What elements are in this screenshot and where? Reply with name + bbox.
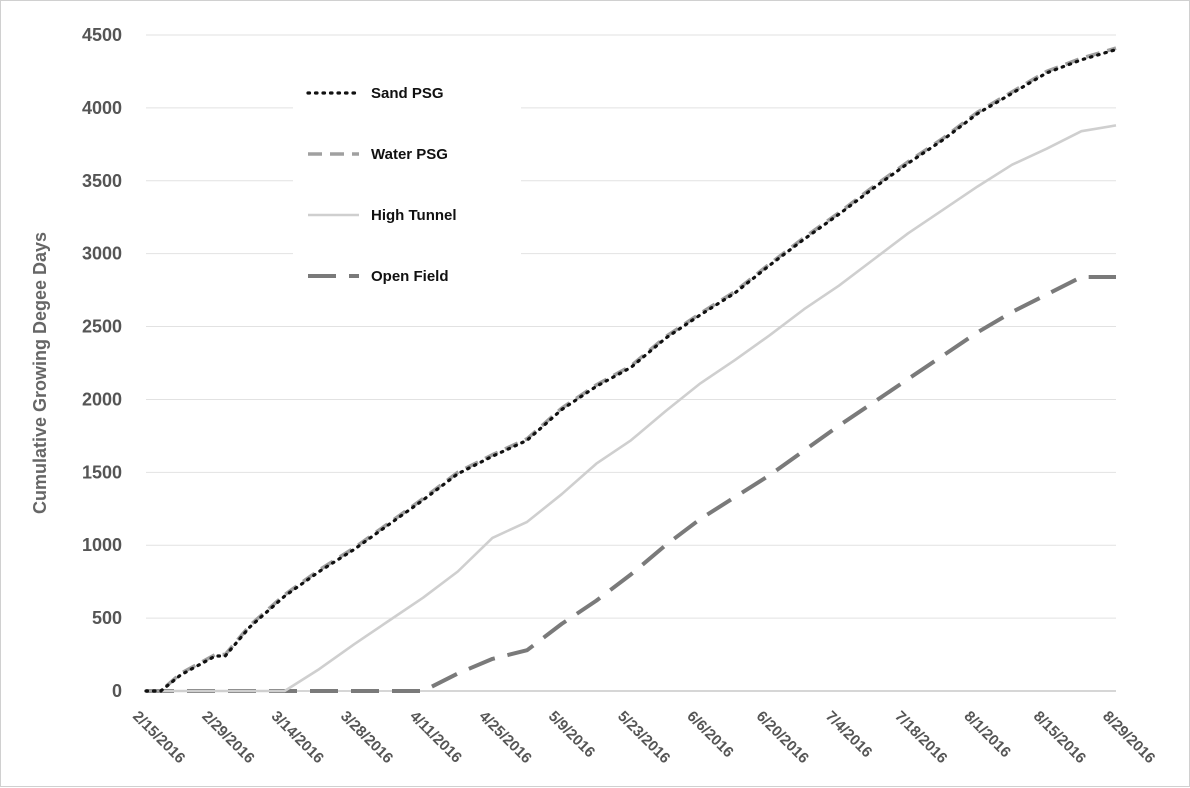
x-tick-label: 4/11/2016 bbox=[406, 708, 465, 767]
x-tick-label: 8/29/2016 bbox=[1099, 708, 1158, 767]
y-tick-label: 3000 bbox=[82, 244, 122, 264]
x-tick-label: 2/15/2016 bbox=[129, 708, 188, 767]
legend-background bbox=[293, 63, 521, 303]
x-tick-label: 6/6/2016 bbox=[683, 708, 736, 761]
legend-label: Sand PSG bbox=[371, 85, 444, 102]
x-tick-label: 2/29/2016 bbox=[198, 708, 257, 767]
x-tick-label: 6/20/2016 bbox=[753, 708, 812, 767]
series-line-sand-psg bbox=[144, 47, 1118, 693]
series-line-high-tunnel bbox=[146, 124, 1117, 693]
y-tick-label: 1000 bbox=[82, 535, 122, 555]
legend-label: Open Field bbox=[371, 268, 449, 285]
x-tick-label: 7/18/2016 bbox=[891, 708, 950, 767]
y-tick-labels: 0 500 1000 1500 2000 2500 3000 3500 4000 4500 bbox=[82, 25, 122, 701]
y-tick-label: 500 bbox=[92, 608, 122, 628]
x-tick-label: 3/14/2016 bbox=[268, 708, 327, 767]
y-tick-label: 4500 bbox=[82, 25, 122, 45]
y-tick-label: 2000 bbox=[82, 389, 122, 409]
y-tick-label: 2500 bbox=[82, 317, 122, 337]
x-tick-label: 7/4/2016 bbox=[822, 708, 875, 761]
series-line-water-psg bbox=[146, 46, 1117, 693]
series-lines bbox=[144, 46, 1118, 693]
y-tick-label: 1500 bbox=[82, 462, 122, 482]
x-tick-label: 4/25/2016 bbox=[476, 708, 535, 767]
x-tick-label: 3/28/2016 bbox=[337, 708, 396, 767]
legend-label: High Tunnel bbox=[371, 207, 457, 224]
x-tick-label: 8/1/2016 bbox=[961, 708, 1014, 761]
x-tick-labels: 2/15/2016 2/29/2016 3/14/2016 3/28/2016 4/11… bbox=[129, 708, 1158, 767]
x-tick-label: 8/15/2016 bbox=[1030, 708, 1089, 767]
y-tick-label: 3500 bbox=[82, 171, 122, 191]
y-axis-label: Cumulative Growing Degee Days bbox=[30, 232, 50, 514]
legend-label: Water PSG bbox=[371, 146, 448, 163]
y-tick-label: 4000 bbox=[82, 98, 122, 118]
x-tick-label: 5/9/2016 bbox=[545, 708, 598, 761]
gridlines bbox=[146, 34, 1116, 619]
series-line-open-field bbox=[146, 275, 1116, 693]
y-tick-label: 0 bbox=[112, 681, 122, 701]
x-tick-label: 5/23/2016 bbox=[614, 708, 673, 767]
legend: Sand PSG Water PSG High Tunnel Open Field bbox=[293, 63, 521, 303]
